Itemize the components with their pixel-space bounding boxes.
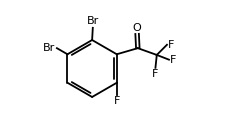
Text: F: F [170,55,176,65]
Text: Br: Br [43,43,56,53]
Text: O: O [133,23,142,33]
Text: F: F [114,96,120,106]
Text: F: F [152,69,159,79]
Text: Br: Br [87,16,99,26]
Text: F: F [168,40,174,50]
